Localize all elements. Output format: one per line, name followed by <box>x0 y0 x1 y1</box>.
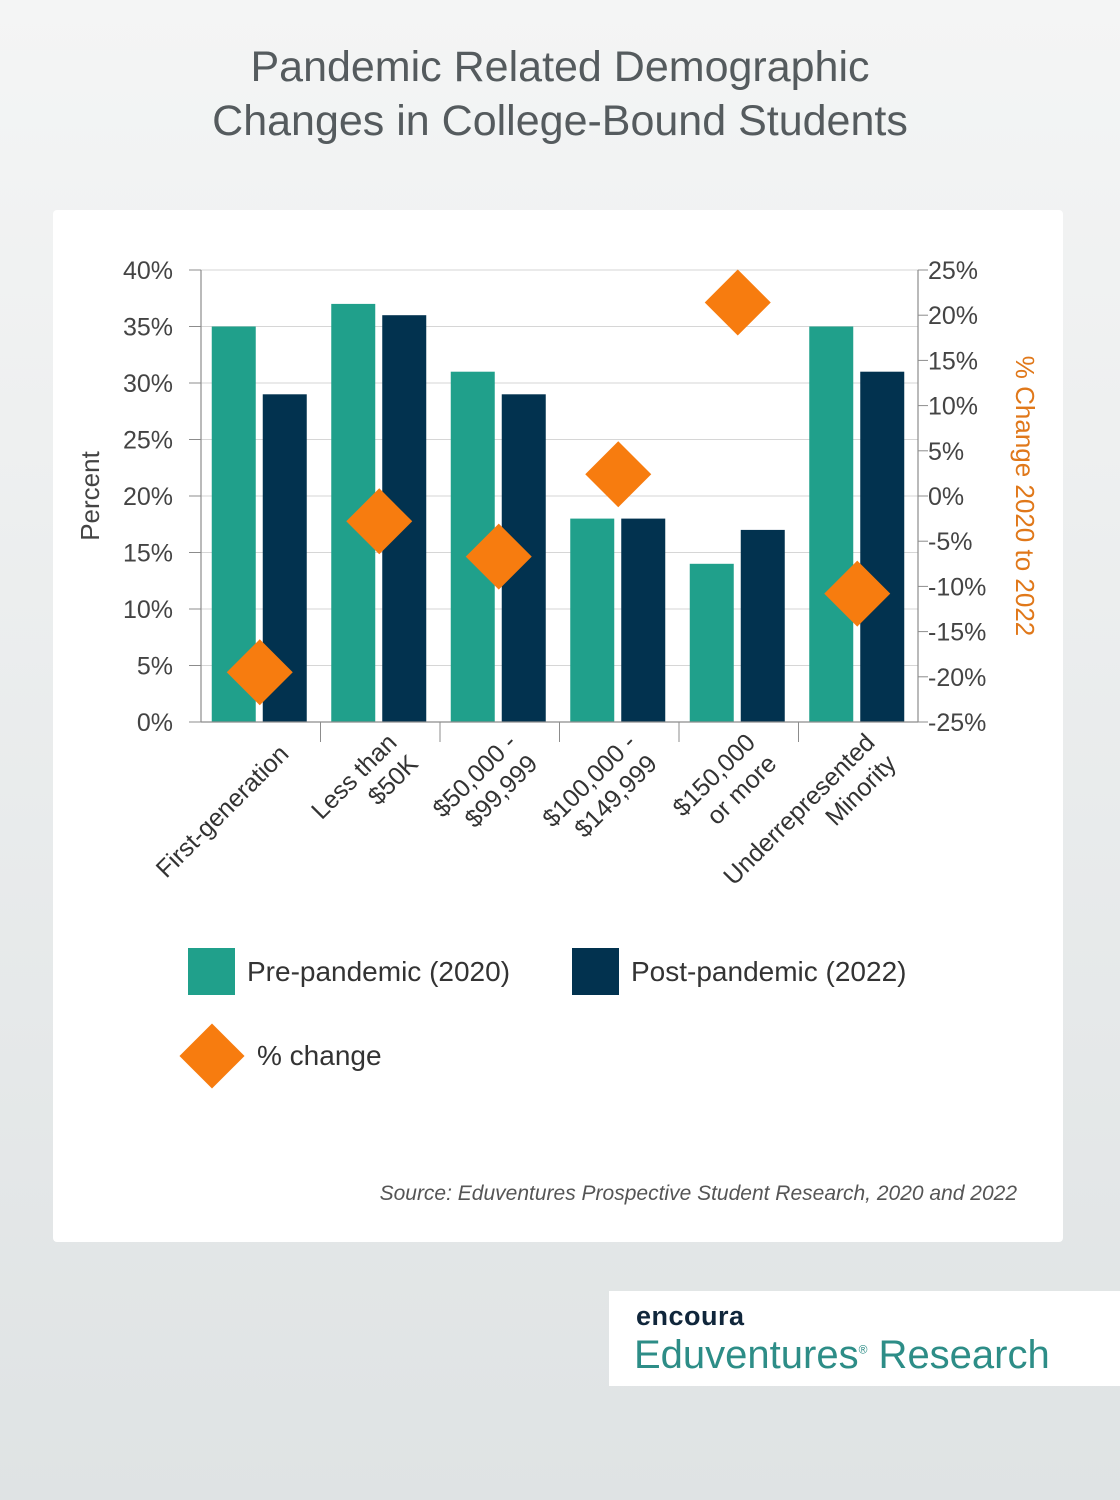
y-right-tick-label: -15% <box>928 619 986 647</box>
change-diamond-marker <box>465 523 532 590</box>
logo: encoura Eduventures® Research <box>609 1291 1120 1386</box>
logo-name: Eduventures® Research <box>634 1333 1050 1378</box>
title-line-2: Changes in College-Bound Students <box>212 97 908 145</box>
y-tick-label: 35% <box>123 314 173 342</box>
legend-label-post: Post-pandemic (2022) <box>631 955 907 987</box>
legend-item-post: Post-pandemic (2022) <box>572 948 906 995</box>
y-tick-label: 25% <box>123 427 173 455</box>
legend-label-pre: Pre-pandemic (2020) <box>247 955 511 987</box>
logo-name-main: Eduventures <box>634 1333 859 1377</box>
source-note: Source: Eduventures Prospective Student … <box>379 1182 1017 1205</box>
chart-card: 0% 5% 10% 15% 20% 25% 30% 35% 40% -25% -20% -15% -10… <box>53 210 1063 1242</box>
y-tick-label: 40% <box>123 257 173 285</box>
y-axis-title: Percent <box>75 450 105 540</box>
logo-reg-mark: ® <box>858 1342 868 1357</box>
x-category-label: First-generation <box>151 740 295 884</box>
y-tick-label: 0% <box>137 709 173 737</box>
y-right-axis-title: % Change 2020 to 2022 <box>1010 356 1040 636</box>
chart-title: Pandemic Related Demographic Changes in … <box>0 40 1120 148</box>
bar-pre-pandemic <box>809 326 854 722</box>
y-tick-label: 30% <box>123 370 173 398</box>
y-right-tick-label: 10% <box>928 393 978 421</box>
y-right-tick-label: 0% <box>928 483 964 511</box>
x-category-label: Less than$50K <box>306 728 424 846</box>
y-right-tick-label: -10% <box>928 573 986 601</box>
change-diamond-marker <box>346 488 413 555</box>
y-right-tick-label: 20% <box>928 302 978 330</box>
chart-svg: 0% 5% 10% 15% 20% 25% 30% 35% 40% -25% -20% -15% -10… <box>75 257 1040 891</box>
legend-swatch-pre <box>188 948 235 995</box>
bar-post-pandemic <box>740 529 785 722</box>
y-tick-label: 10% <box>123 596 173 624</box>
legend-diamond-change <box>179 1023 245 1089</box>
y-right-tick-label: -25% <box>928 709 986 737</box>
x-category-label-line: First-generation <box>151 740 295 884</box>
y-right-tick-label: 25% <box>928 257 978 285</box>
y-tick-label: 20% <box>123 483 173 511</box>
change-diamond-marker <box>704 269 771 336</box>
legend-item-change: % change <box>179 1023 382 1089</box>
change-diamond-marker <box>226 639 293 706</box>
y-right-tick-label: 15% <box>928 347 978 375</box>
legend-item-pre: Pre-pandemic (2020) <box>188 948 510 995</box>
y-tick-label: 15% <box>123 540 173 568</box>
legend-label-change: % change <box>257 1039 382 1071</box>
x-category-label: $50,000 -$99,999 <box>427 728 543 844</box>
y-tick-label: 5% <box>137 653 173 681</box>
change-diamond-marker <box>585 441 652 508</box>
title-line-1: Pandemic Related Demographic <box>250 43 870 91</box>
change-diamond-marker <box>824 560 891 627</box>
bar-post-pandemic <box>860 371 905 722</box>
bar-post-pandemic <box>621 518 666 722</box>
bar-pre-pandemic <box>689 563 734 722</box>
bar-pre-pandemic <box>570 518 615 722</box>
y-right-tick-label: -20% <box>928 664 986 692</box>
x-category-label: $100,000 -$149,999 <box>537 728 663 854</box>
logo-brand: encoura <box>636 1301 745 1331</box>
y-right-tick-label: 5% <box>928 438 964 466</box>
legend-swatch-post <box>572 948 619 995</box>
logo-name-suffix: Research <box>867 1333 1050 1377</box>
y-right-tick-label: -5% <box>928 528 972 556</box>
